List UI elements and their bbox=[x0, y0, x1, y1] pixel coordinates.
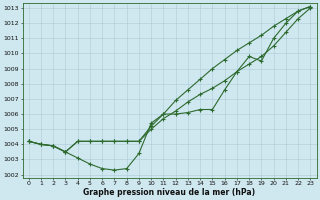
X-axis label: Graphe pression niveau de la mer (hPa): Graphe pression niveau de la mer (hPa) bbox=[84, 188, 256, 197]
